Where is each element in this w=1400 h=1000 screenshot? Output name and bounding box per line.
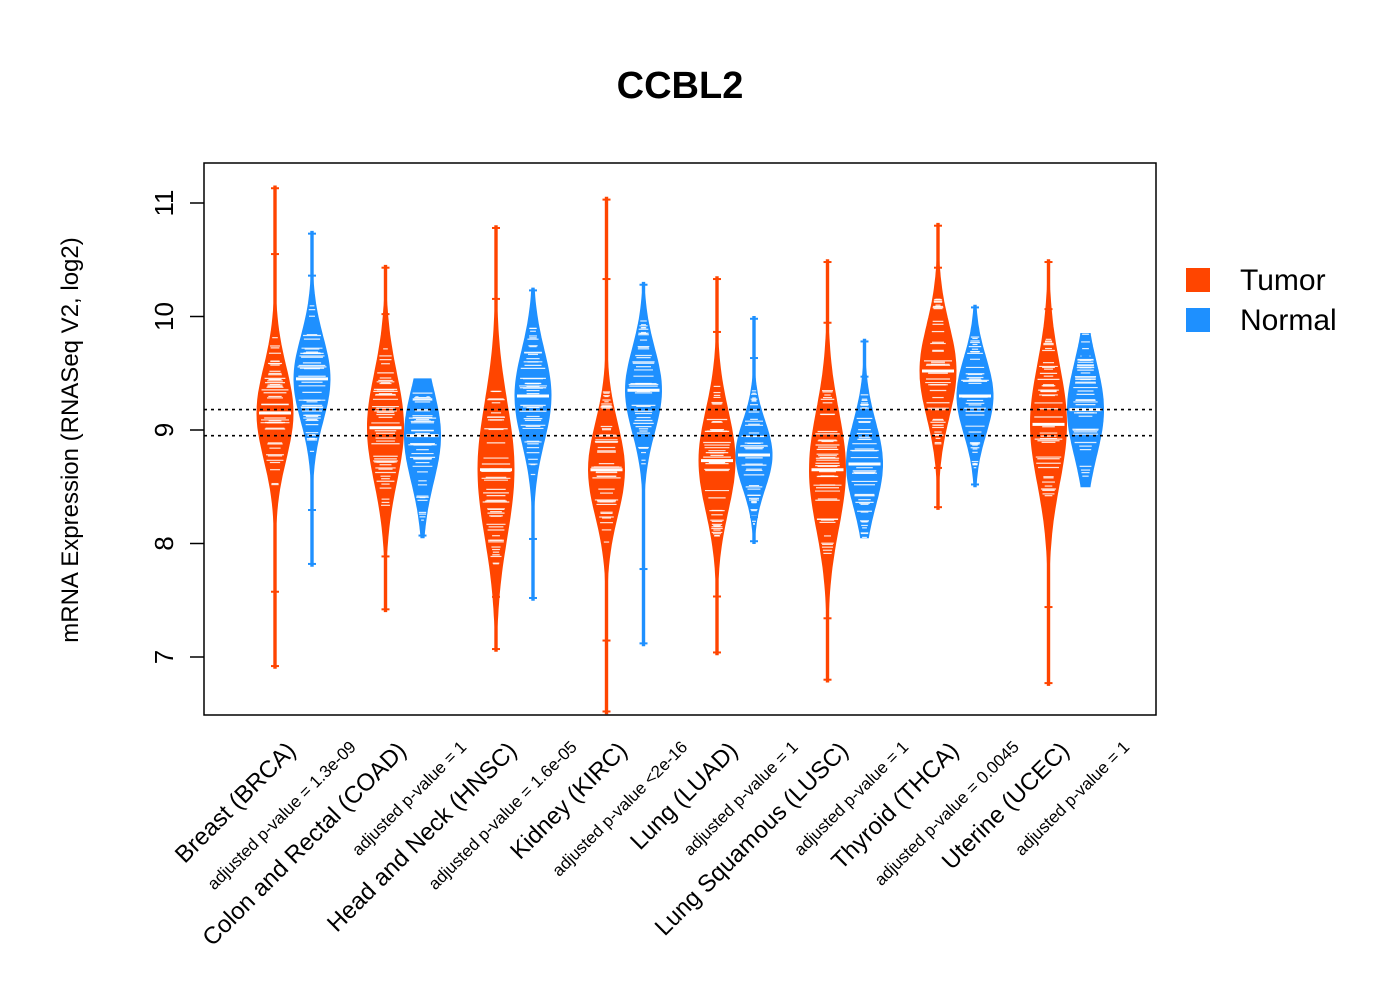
tumor-violin — [698, 276, 736, 656]
tumor-violin — [1029, 259, 1068, 686]
tumor-violin — [808, 259, 847, 683]
violin-body — [477, 225, 515, 652]
legend-label: Tumor — [1240, 264, 1326, 297]
tumor-violin — [256, 185, 294, 669]
legend-label: Normal — [1240, 304, 1337, 337]
tumor-violin — [477, 225, 515, 652]
violin-body — [587, 196, 626, 715]
y-tick-label: 7 — [149, 650, 179, 664]
category-label: Colon and Rectal (COAD) — [197, 737, 411, 951]
tumor-violin — [587, 196, 626, 715]
tumor-violin — [919, 222, 957, 510]
normal-violin — [735, 316, 773, 544]
violin-body — [293, 230, 331, 567]
tumor-violin — [367, 264, 404, 613]
legend: Tumor Normal — [1186, 264, 1337, 337]
normal-violin — [404, 378, 441, 539]
normal-violin — [846, 338, 883, 539]
y-tick-label: 11 — [149, 190, 179, 217]
normal-violin — [956, 304, 994, 488]
violin-body — [735, 316, 773, 544]
y-tick-label: 9 — [149, 423, 179, 437]
y-tick-label: 10 — [149, 302, 179, 331]
y-axis-label: mRNA Expression (RNASeq V2, log2) — [57, 237, 84, 643]
legend-swatch — [1186, 308, 1210, 332]
normal-violin — [1067, 333, 1104, 488]
violin-body — [919, 222, 957, 510]
plot-frame — [203, 162, 1157, 716]
legend-swatch — [1186, 268, 1210, 292]
violin-body — [1029, 259, 1068, 686]
normal-violin — [293, 230, 331, 567]
normal-violin — [624, 281, 663, 647]
violins — [256, 185, 1104, 715]
chart-title: CCBL2 — [617, 65, 744, 107]
violin-body — [846, 338, 883, 539]
y-tick-label: 8 — [149, 536, 179, 550]
normal-violin — [514, 287, 552, 601]
violin-body — [256, 185, 294, 669]
violin-body — [698, 276, 736, 656]
